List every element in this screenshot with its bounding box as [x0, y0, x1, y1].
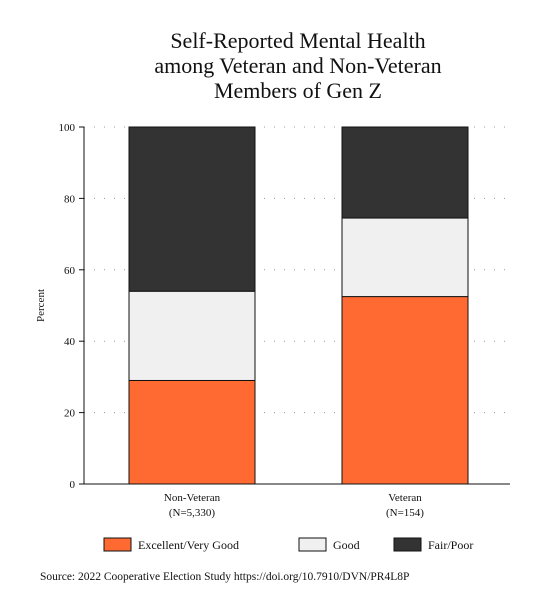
bar-segment: [128, 290, 256, 381]
y-tick-label: 0: [70, 479, 76, 491]
x-axis-labels: Non-Veteran (N=5,330) Veteran (N=154): [164, 492, 424, 519]
x-category-n-label: (N=5,330): [169, 507, 216, 519]
x-category-label: Veteran: [388, 492, 422, 504]
bar-segment: [128, 126, 256, 292]
bars: [128, 126, 469, 485]
y-tick-label: 100: [59, 122, 76, 134]
bar-segment: [341, 217, 469, 298]
legend: Excellent/Very Good Good Fair/Poor: [103, 537, 473, 552]
legend-swatch: [393, 537, 422, 552]
source-note: Source: 2022 Cooperative Election Study …: [40, 571, 409, 583]
bar-segment: [341, 126, 469, 219]
legend-label: Excellent/Very Good: [138, 538, 239, 552]
y-tick-label: 80: [64, 193, 76, 205]
legend-label: Good: [333, 538, 360, 552]
chart-title-line: Members of Gen Z: [214, 78, 382, 103]
x-category-n-label: (N=154): [386, 507, 424, 519]
y-tick-label: 60: [64, 265, 76, 277]
x-category-label: Non-Veteran: [164, 492, 221, 504]
y-tick-label: 40: [64, 336, 76, 348]
y-tick-label: 20: [64, 408, 76, 420]
legend-label: Fair/Poor: [428, 538, 473, 552]
bar-segment: [128, 379, 256, 485]
y-axis-title: Percent: [35, 289, 47, 322]
chart-title-line: among Veteran and Non-Veteran: [154, 53, 441, 78]
legend-swatch: [298, 537, 327, 552]
y-axis-ticks: 0 20 40 60 80 100: [59, 122, 84, 491]
chart-title-line: Self-Reported Mental Health: [170, 28, 425, 53]
bar-segment: [341, 296, 469, 485]
legend-swatch: [103, 537, 132, 552]
